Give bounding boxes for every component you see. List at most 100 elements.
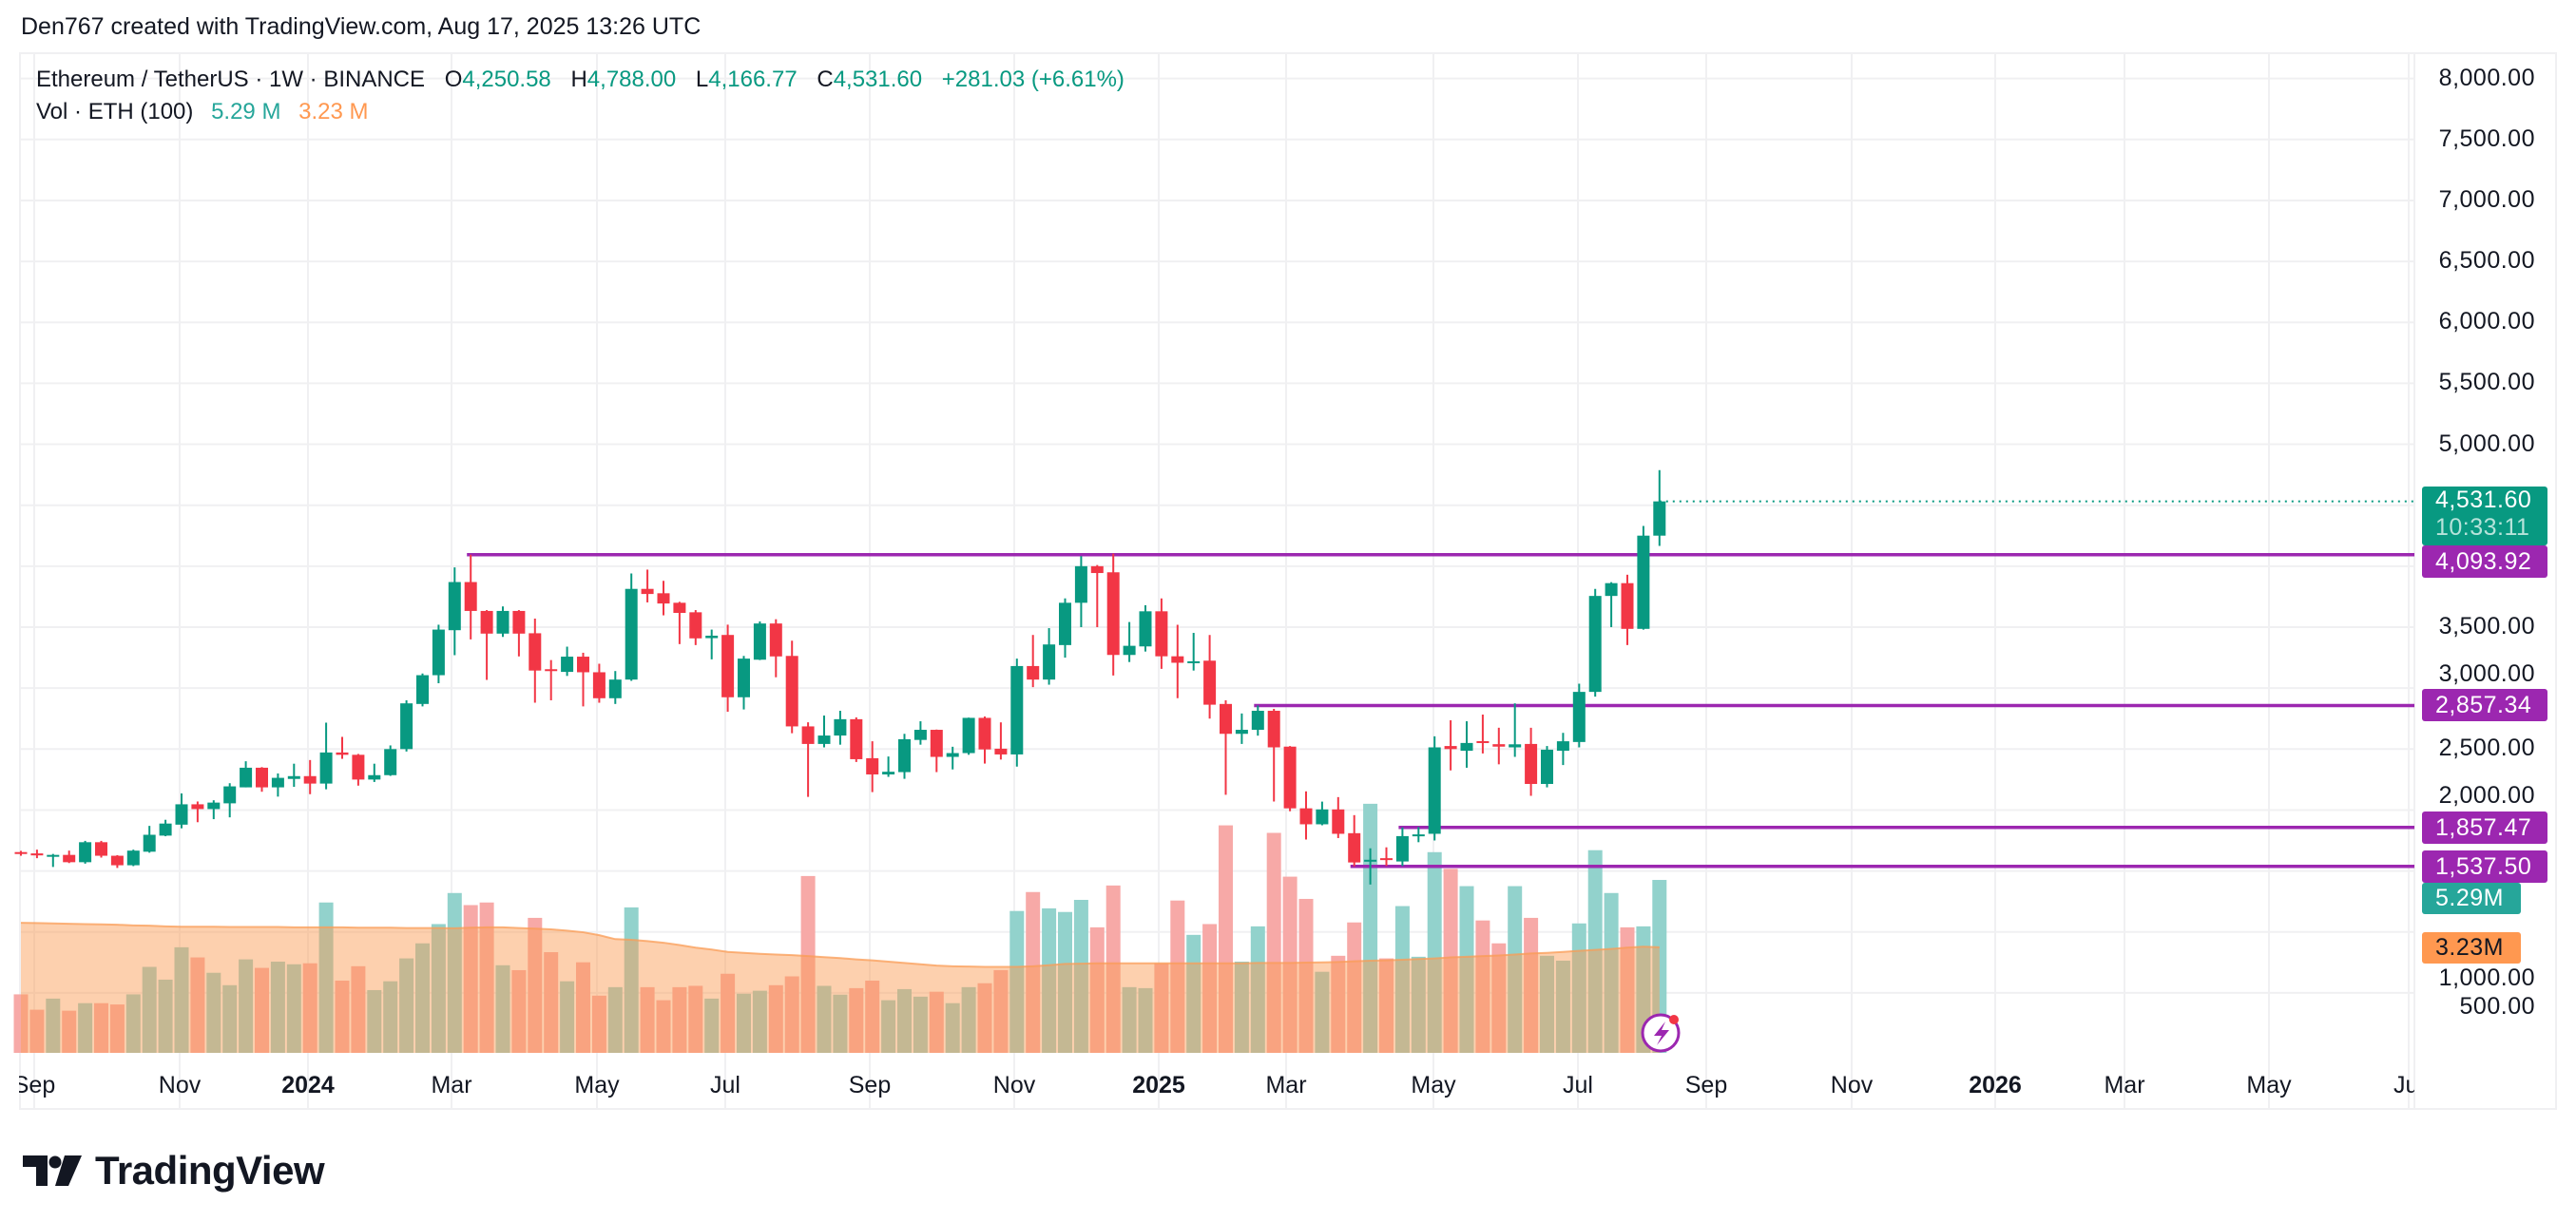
candle-body — [432, 629, 445, 676]
time-tick-label: May — [574, 1072, 620, 1098]
candle-body — [1444, 746, 1457, 750]
tradingview-logo[interactable]: TradingView — [23, 1148, 325, 1193]
volume-ma-badge: 3.23M — [2422, 931, 2521, 964]
close-label: C — [817, 67, 834, 92]
volume-ma-area — [21, 923, 1660, 1053]
volume-bar — [656, 1000, 671, 1053]
candle-body — [1267, 711, 1280, 748]
candle-body — [1605, 582, 1618, 597]
lightning-icon-part — [1669, 1015, 1679, 1024]
volume-bar — [1026, 891, 1041, 1053]
price-tick-label: 2,000.00 — [2438, 782, 2535, 810]
volume-bar — [784, 976, 799, 1053]
symbol-title[interactable]: Ethereum / TetherUS · 1W · BINANCE — [36, 67, 426, 92]
volume-bar — [1604, 892, 1619, 1053]
chart-pane[interactable] — [19, 52, 2557, 1110]
candle-body — [641, 588, 654, 595]
candle-body — [1492, 744, 1506, 747]
candle-body — [1027, 665, 1040, 680]
price-tick-label: 2,500.00 — [2438, 735, 2535, 762]
candle-body — [1332, 809, 1345, 834]
candle-body — [400, 703, 413, 750]
candle-body — [480, 610, 493, 634]
candle-body — [159, 823, 172, 836]
candle-body — [1220, 703, 1232, 735]
candle-body — [1235, 730, 1248, 735]
time-tick-label: Jul — [2393, 1072, 2414, 1098]
candle-body — [1043, 644, 1056, 680]
volume-bar — [704, 998, 720, 1053]
volume-bar — [913, 996, 928, 1053]
volume-bar — [1154, 963, 1169, 1053]
symbol-legend: Ethereum / TetherUS · 1W · BINANCE O4,25… — [36, 67, 1128, 93]
candle-body — [592, 672, 606, 698]
candle-body — [738, 659, 750, 697]
candle-body — [1412, 834, 1425, 837]
candle-body — [175, 804, 188, 825]
volume-bar — [1105, 885, 1121, 1053]
time-axis[interactable]: Sep Nov 2024 Mar May Jul Sep Nov 2025 Mar May Jul Se… — [19, 1064, 2414, 1107]
volume-bar — [833, 994, 848, 1053]
bar-countdown: 10:33:11 — [2435, 513, 2530, 541]
volume-bar — [1266, 832, 1281, 1053]
time-tick-label: Sep — [19, 1072, 56, 1098]
volume-bar — [640, 986, 655, 1053]
candle-body — [95, 842, 107, 856]
volume-title[interactable]: Vol · ETH (100) — [36, 99, 194, 124]
volume-bar — [109, 1004, 125, 1053]
volume-bar — [1394, 906, 1410, 1053]
candle-body — [866, 757, 879, 774]
candle-body — [287, 775, 300, 779]
volume-bar — [335, 980, 350, 1053]
candle-body — [834, 718, 847, 736]
volume-bar — [1186, 934, 1201, 1053]
volume-bar — [351, 965, 366, 1053]
time-tick-label: Jul — [710, 1072, 740, 1098]
candle-body — [1155, 611, 1168, 657]
volume-bar — [1620, 926, 1635, 1053]
candle-body — [14, 851, 28, 854]
volume-bar — [206, 972, 221, 1053]
time-tick-label: 2026 — [1969, 1072, 2022, 1098]
volume-bar — [1042, 907, 1057, 1053]
high-value: 4,788.00 — [586, 67, 677, 92]
candle-body — [1074, 565, 1087, 603]
candle-body — [1572, 692, 1586, 742]
volume-value: 5.29 M — [211, 99, 281, 124]
volume-bar — [1540, 955, 1554, 1053]
time-tick-label: May — [1411, 1072, 1456, 1098]
candle-body — [30, 853, 44, 856]
candle-body — [1106, 572, 1120, 656]
tradingview-wordmark: TradingView — [95, 1148, 325, 1193]
candle-body — [545, 669, 558, 672]
change-value: +281.03 (+6.61%) — [941, 67, 1125, 92]
volume-bar — [463, 905, 478, 1053]
candle-body — [1299, 808, 1313, 825]
volume-bar — [1138, 987, 1153, 1053]
volume-bar — [1298, 898, 1314, 1053]
candle-body — [1395, 835, 1409, 862]
candle-body — [1556, 741, 1569, 752]
volume-bar — [13, 994, 29, 1053]
candle-body — [850, 718, 863, 759]
price-tick-label: 5,000.00 — [2438, 430, 2535, 457]
volume-bar — [431, 924, 446, 1053]
candle-body — [978, 717, 991, 750]
volume-bar — [125, 994, 141, 1053]
lightning-icon[interactable] — [1641, 1013, 1681, 1053]
candle-body — [319, 752, 333, 784]
candle-body — [1637, 535, 1650, 629]
low-label: L — [695, 67, 709, 92]
current-price: 4,531.60 — [2435, 486, 2532, 513]
time-tick-label: Nov — [992, 1072, 1036, 1098]
candle-body — [47, 854, 60, 857]
volume-bar — [511, 969, 527, 1053]
price-tick-label: 5,500.00 — [2438, 369, 2535, 396]
level-badge: 4,093.92 — [2422, 544, 2547, 578]
tradingview-logo-icon — [23, 1155, 82, 1186]
volume-bar — [1219, 825, 1233, 1053]
volume-bar — [768, 984, 783, 1053]
level-badge: 1,857.47 — [2422, 811, 2547, 844]
candle-body — [913, 730, 927, 740]
